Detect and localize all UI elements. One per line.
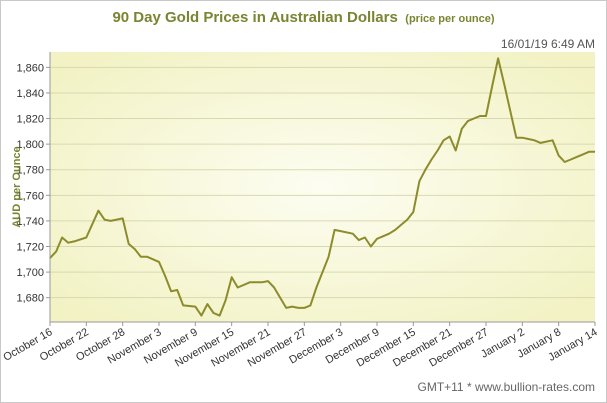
y-tick-label: 1,840 <box>16 88 44 100</box>
y-tick-label: 1,740 <box>16 216 44 228</box>
plot-area <box>50 52 595 322</box>
y-tick-label: 1,860 <box>16 62 44 74</box>
y-tick-label: 1,760 <box>16 190 44 202</box>
y-tick-label: 1,680 <box>16 293 44 305</box>
chart-title-row: 90 Day Gold Prices in Australian Dollars… <box>0 9 607 27</box>
timestamp: 16/01/19 6:49 AM <box>500 37 595 51</box>
y-axis-label: AUD per Ounce <box>11 146 23 227</box>
gold-price-series-line <box>49 57 595 317</box>
gridlines <box>46 66 595 299</box>
chart-title: 90 Day Gold Prices in Australian Dollars <box>112 9 398 26</box>
y-tick-label: 1,820 <box>16 114 44 126</box>
x-tick-marks <box>49 322 596 326</box>
y-tick-label: 1,800 <box>16 139 44 151</box>
footer-source: GMT+11 * www.bullion-rates.com <box>417 380 595 394</box>
y-tick-label: 1,720 <box>16 242 44 254</box>
chart-subtitle: (price per ounce) <box>405 13 495 25</box>
y-tick-label: 1,780 <box>16 165 44 177</box>
y-tick-label: 1,700 <box>16 267 44 279</box>
y-tick-labels: 1,680 1,700 1,720 1,740 1,760 1,780 1,800 1,820… <box>16 62 44 304</box>
